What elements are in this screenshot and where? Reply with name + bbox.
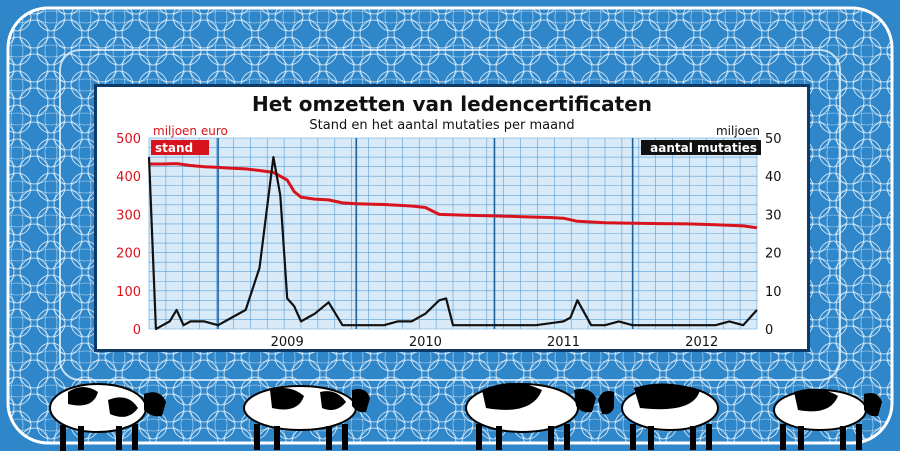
x-tick-label: 2012: [685, 335, 718, 349]
right-tick-label: 0: [765, 323, 773, 338]
right-tick-label: 50: [765, 132, 782, 147]
chart-panel: Het omzetten van ledencertificaten Stand…: [94, 84, 810, 352]
right-tick-label: 10: [765, 285, 782, 300]
cows-illustration: [49, 383, 882, 451]
left-tick-label: 200: [116, 247, 141, 262]
chart-subtitle: Stand en het aantal mutaties per maand: [309, 118, 574, 133]
left-tick-label: 500: [116, 132, 141, 147]
left-tick-label: 100: [116, 285, 141, 300]
left-axis-unit: miljoen euro: [153, 124, 228, 138]
x-tick-label: 2011: [547, 335, 580, 349]
left-tick-label: 0: [133, 323, 141, 338]
legend-swatch-mutaties: [641, 140, 761, 155]
left-tick-label: 400: [116, 170, 141, 185]
left-tick-label: 300: [116, 208, 141, 223]
right-tick-label: 30: [765, 208, 782, 223]
x-axis-ticks: 2009 2010 2011 2012: [217, 138, 718, 349]
left-axis-ticks: 0 100 200 300 400 500: [116, 132, 141, 338]
series-line-stand: [149, 162, 758, 230]
legend-label-stand: stand: [155, 141, 193, 155]
chart-title: Het omzetten van ledencertificaten: [252, 92, 652, 116]
series-line-aantal-mutaties: [147, 156, 758, 331]
x-tick-label: 2009: [271, 335, 304, 349]
legend-swatch-stand: [151, 140, 209, 155]
grid: [148, 137, 758, 330]
right-tick-label: 20: [765, 247, 782, 262]
right-axis-unit: miljoen: [716, 124, 760, 138]
line-chart: Het omzetten van ledencertificaten Stand…: [116, 92, 782, 349]
x-tick-label: 2010: [409, 335, 442, 349]
right-axis-ticks: 0 10 20 30 40 50: [765, 132, 782, 338]
right-tick-label: 40: [765, 170, 782, 185]
legend-label-aantal-mutaties: aantal mutaties: [650, 141, 757, 155]
